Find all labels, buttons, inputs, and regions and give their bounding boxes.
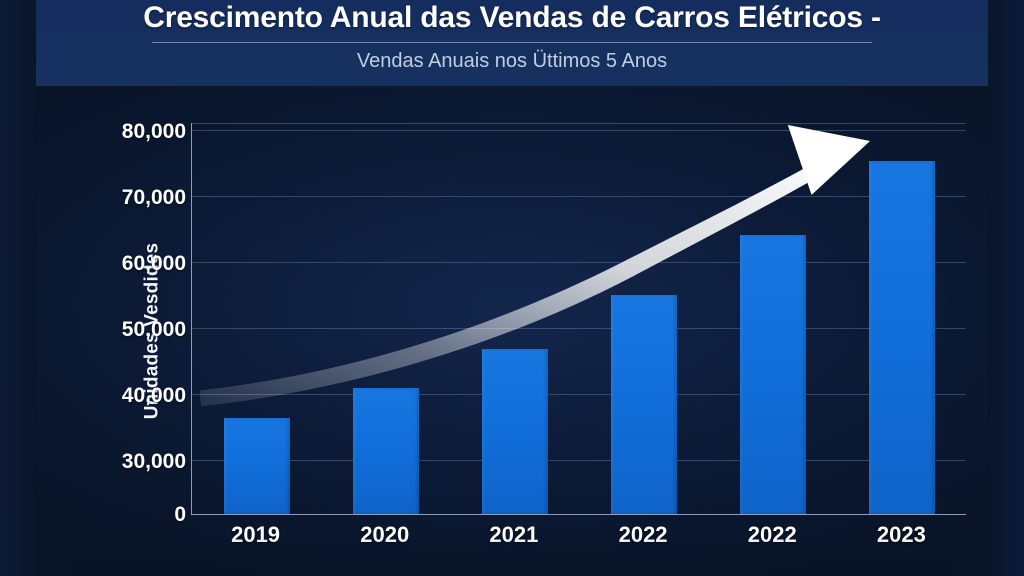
gridline: [192, 130, 966, 131]
x-axis-tick-label: 2021: [489, 522, 539, 547]
y-axis-tick-label: 0: [174, 503, 186, 526]
x-axis-tick-label: 2023: [876, 522, 926, 547]
title-divider: [152, 42, 872, 43]
x-axis-tick-label: 2022: [747, 522, 797, 547]
chart-header-band: Crescimento Anual das Vendas de Carros E…: [0, 0, 1024, 86]
page-title: Crescimento Anual das Vendas de Carros E…: [143, 1, 881, 34]
y-axis-tick-label: 40,000: [121, 384, 186, 407]
bar: [223, 418, 290, 514]
x-axis-tick-label: 2020: [360, 522, 410, 547]
y-axis-tick-labels: 0 30,000 40,000 50,000 60,000 70,000 80,000: [56, 86, 186, 576]
bar: [869, 161, 936, 514]
letterbox-right: [988, 0, 1024, 576]
bar: [352, 388, 419, 514]
chart-plot-region: Unidades Vesdides 0 30,000 40,000 50,000 60,…: [36, 86, 988, 576]
bar-series: [192, 123, 966, 514]
bar: [611, 294, 678, 514]
header-inner: Crescimento Anual das Vendas de Carros E…: [36, 0, 988, 86]
x-axis-tick-labels: 2019 2020 2021 2022 2022 2023: [191, 518, 966, 558]
y-axis-tick-label: 70,000: [121, 186, 186, 209]
y-axis-tick-label: 50,000: [121, 318, 186, 341]
chart-axes: [191, 123, 966, 515]
y-axis-tick-label: 30,000: [121, 450, 186, 473]
y-axis-tick-label: 60,000: [121, 252, 186, 275]
bar: [740, 234, 807, 514]
x-axis-tick-label: 2022: [618, 522, 668, 547]
gridline: [192, 460, 966, 461]
plot-top-edge: [192, 123, 966, 124]
letterbox-left: [0, 0, 36, 576]
x-axis-tick-label: 2019: [231, 522, 281, 547]
chart-subtitle: Vendas Anuais nos Üttimos 5 Anos: [356, 50, 668, 72]
y-axis-tick-label: 80,000: [121, 120, 186, 143]
bar: [481, 348, 548, 514]
